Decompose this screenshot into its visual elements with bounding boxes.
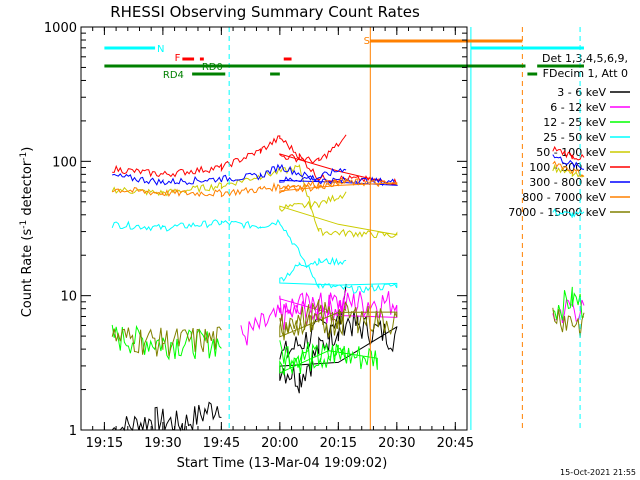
series-line-8 — [111, 160, 585, 198]
series-line-6 — [112, 134, 585, 186]
y-axis-label-sup-1: -1 — [19, 220, 29, 229]
series-line-4 — [111, 208, 585, 294]
y-axis-label-sup-2: -1 — [19, 152, 29, 161]
axes: 1 10 100 1000 19:15 19:30 19:45 20:00 20:15 20:30… — [44, 21, 474, 451]
annotation-label-f: F — [175, 53, 181, 64]
annotation-label-s: S — [364, 36, 370, 47]
x-tick-label: 19:30 — [144, 436, 181, 451]
y-tick-label: 1000 — [44, 21, 77, 36]
series-line-5 — [111, 163, 585, 239]
y-axis-label: Count Rate (s-1 detector-1) — [19, 147, 35, 318]
y-tick-label: 100 — [52, 155, 77, 170]
legend-header-line2: FDecim 1, Att 0 — [543, 67, 628, 80]
x-tick-label: 20:00 — [261, 436, 298, 451]
legend-label: 12 - 25 keV — [543, 116, 606, 129]
legend-label: 3 - 6 keV — [557, 86, 606, 99]
footer-date: 15-Oct-2021 21:55 — [560, 468, 636, 477]
y-axis-label-part-1: Count Rate (s — [20, 229, 35, 318]
legend-label: 100 - 300 keV — [529, 161, 606, 174]
annotation-label-rd4: RD4 — [163, 70, 184, 81]
legend-label: 300 - 800 keV — [529, 176, 606, 189]
y-axis-label-part-2: detector — [20, 160, 35, 220]
x-tick-label: 20:30 — [378, 436, 415, 451]
legend: Det 1,3,4,5,6,9, FDecim 1, Att 0 3 - 6 k… — [508, 52, 630, 219]
series-line-2 — [240, 289, 585, 346]
x-tick-label: 20:15 — [320, 436, 357, 451]
series-line-9 — [111, 299, 585, 357]
series-line-7 — [112, 154, 585, 187]
x-tick-label: 19:45 — [203, 436, 240, 451]
axis-frame — [80, 26, 468, 431]
annotation-label-rd0: RD0 — [202, 62, 223, 73]
y-axis-label-part-3: ) — [20, 147, 35, 152]
legend-label: 800 - 7000 keV — [522, 191, 606, 204]
annotation-label-n: N — [157, 44, 164, 55]
x-axis-label: Start Time (13-Mar-04 19:09:02) — [177, 456, 388, 471]
series-line-3 — [111, 286, 585, 376]
legend-header-line1: Det 1,3,4,5,6,9, — [542, 52, 628, 65]
chart-title: RHESSI Observing Summary Count Rates — [110, 3, 420, 21]
legend-label: 7000 - 15000 keV — [508, 206, 606, 219]
legend-label: 25 - 50 keV — [543, 131, 606, 144]
x-tick-label: 20:45 — [437, 436, 474, 451]
y-tick-label: 1 — [69, 424, 77, 439]
legend-label: 6 - 12 keV — [550, 101, 606, 114]
x-tick-label: 19:15 — [86, 436, 123, 451]
y-tick-label: 10 — [60, 290, 77, 305]
plot-area: N S F RD0 RD4 — [104, 27, 585, 432]
